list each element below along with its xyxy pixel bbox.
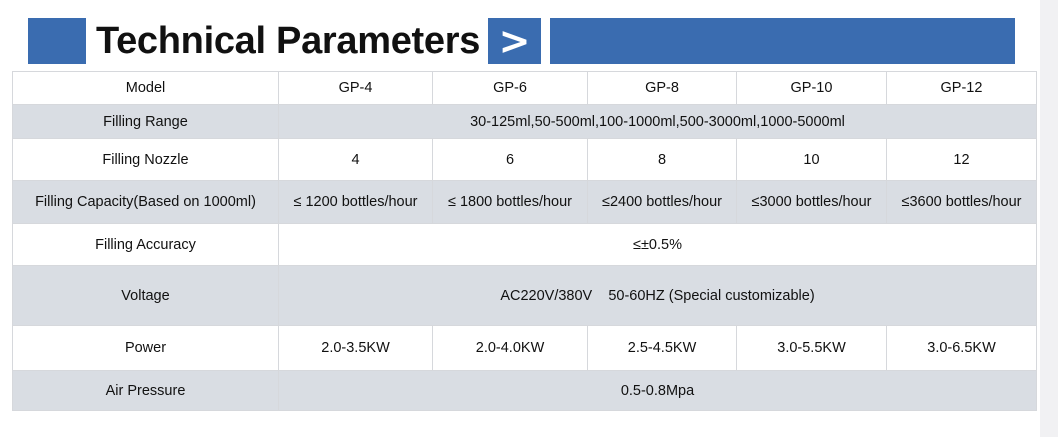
title-decoration-bar	[550, 18, 1015, 64]
title-decoration-square	[28, 18, 86, 64]
column-header: GP-6	[432, 71, 588, 105]
table-row: Voltage AC220V/380V 50-60HZ (Special cus…	[12, 265, 1037, 326]
merged-cell: ≤±0.5%	[278, 223, 1037, 266]
row-label: Voltage	[12, 265, 279, 326]
column-header: GP-10	[736, 71, 887, 105]
row-label: Filling Accuracy	[12, 223, 279, 266]
merged-cell: 30-125ml,50-500ml,100-1000ml,500-3000ml,…	[278, 104, 1037, 139]
column-header: GP-8	[587, 71, 737, 105]
page-title: Technical Parameters	[96, 20, 481, 62]
table-cell: 2.5-4.5KW	[587, 325, 737, 371]
title-banner: Technical Parameters >	[28, 18, 1015, 64]
parameters-table: Model GP-4 GP-6 GP-8 GP-10 GP-12 Filling…	[12, 71, 1037, 411]
table-cell: ≤3000 bottles/hour	[736, 180, 887, 224]
background-strip	[1040, 0, 1058, 437]
table-cell: 3.0-6.5KW	[886, 325, 1037, 371]
table-row: Power 2.0-3.5KW 2.0-4.0KW 2.5-4.5KW 3.0-…	[12, 325, 1037, 371]
row-label: Filling Capacity(Based on 1000ml)	[12, 180, 279, 224]
table-cell: 12	[886, 138, 1037, 181]
merged-cell: 0.5-0.8Mpa	[278, 370, 1037, 411]
table-cell: 8	[587, 138, 737, 181]
column-header: GP-4	[278, 71, 433, 105]
table-cell: 2.0-4.0KW	[432, 325, 588, 371]
table-row: Filling Capacity(Based on 1000ml) ≤ 1200…	[12, 180, 1037, 224]
row-label: Filling Range	[12, 104, 279, 139]
row-label: Air Pressure	[12, 370, 279, 411]
table-header-row: Model GP-4 GP-6 GP-8 GP-10 GP-12	[12, 71, 1037, 105]
chevron-right-icon: >	[488, 18, 542, 64]
table-cell: 4	[278, 138, 433, 181]
row-label: Power	[12, 325, 279, 371]
table-cell: ≤ 1200 bottles/hour	[278, 180, 433, 224]
table-row: Air Pressure 0.5-0.8Mpa	[12, 370, 1037, 411]
table-cell: ≤3600 bottles/hour	[886, 180, 1037, 224]
table-cell: 2.0-3.5KW	[278, 325, 433, 371]
column-header: GP-12	[886, 71, 1037, 105]
table-cell: ≤ 1800 bottles/hour	[432, 180, 588, 224]
table-row: Filling Nozzle 4 6 8 10 12	[12, 138, 1037, 181]
column-header: Model	[12, 71, 279, 105]
row-label: Filling Nozzle	[12, 138, 279, 181]
table-cell: 3.0-5.5KW	[736, 325, 887, 371]
table-row: Filling Accuracy ≤±0.5%	[12, 223, 1037, 266]
table-cell: 10	[736, 138, 887, 181]
merged-cell: AC220V/380V 50-60HZ (Special customizabl…	[278, 265, 1037, 326]
table-cell: 6	[432, 138, 588, 181]
table-row: Filling Range 30-125ml,50-500ml,100-1000…	[12, 104, 1037, 139]
table-cell: ≤2400 bottles/hour	[587, 180, 737, 224]
